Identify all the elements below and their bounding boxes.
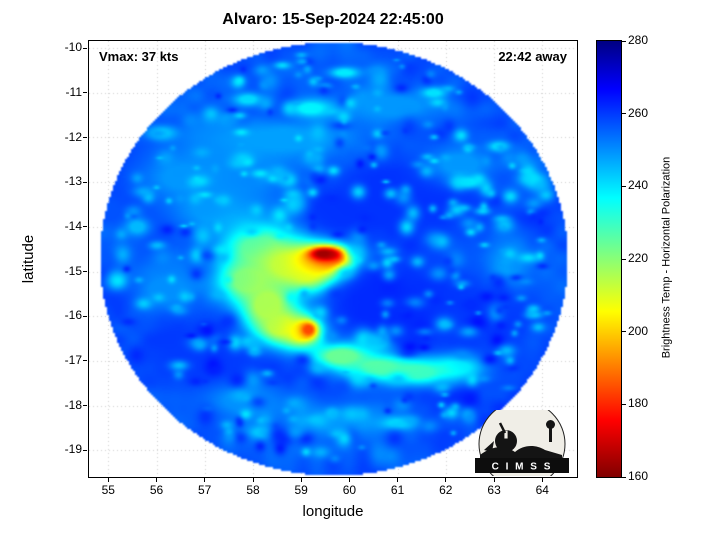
y-tick-label: -10 xyxy=(64,40,82,55)
y-tick-mark xyxy=(83,181,87,183)
logo-dome xyxy=(495,430,517,452)
y-tick-mark xyxy=(83,360,87,362)
time-away-annotation: 22:42 away xyxy=(498,49,567,64)
y-tick-mark xyxy=(83,47,87,49)
x-tick-label: 61 xyxy=(390,483,405,497)
colorbar-tick-label: 160 xyxy=(628,469,649,483)
x-tick-label: 56 xyxy=(149,483,164,497)
x-axis-label: longitude xyxy=(302,503,364,520)
logo-dish-icon xyxy=(484,441,494,452)
x-tick-mark xyxy=(204,478,206,482)
y-tick-label: -15 xyxy=(64,263,82,278)
x-tick-mark xyxy=(541,478,543,482)
plot-area: Vmax: 37 kts 22:42 away C I M S S xyxy=(88,40,578,478)
y-tick-label: -19 xyxy=(64,442,82,457)
x-tick-label: 63 xyxy=(487,483,501,497)
y-tick-mark xyxy=(83,92,87,94)
x-tick-label: 64 xyxy=(535,483,549,497)
colorbar-tick-mark xyxy=(622,40,626,42)
x-tick-label: 60 xyxy=(342,483,357,497)
y-tick-mark xyxy=(83,137,87,138)
logo-dome-slit xyxy=(504,430,508,439)
colorbar-gradient xyxy=(597,41,621,477)
y-tick-label: -13 xyxy=(64,174,82,189)
x-tick-mark xyxy=(397,478,399,482)
x-tick-mark xyxy=(252,478,254,482)
colorbar-tick-mark xyxy=(622,403,626,405)
x-tick-label: 62 xyxy=(439,483,453,497)
x-tick-label: 59 xyxy=(294,483,308,497)
logo-telescope xyxy=(498,422,507,434)
y-tick-mark xyxy=(83,226,87,228)
y-tick-label: -16 xyxy=(64,308,82,323)
colorbar-tick-mark xyxy=(622,185,626,187)
x-tick-mark xyxy=(445,478,447,482)
x-tick-label: 58 xyxy=(246,483,260,497)
colorbar xyxy=(596,40,622,478)
colorbar-tick-label: 220 xyxy=(628,251,649,265)
x-tick-label: 55 xyxy=(101,483,115,497)
y-tick-label: -11 xyxy=(65,84,82,99)
x-tick-label: 57 xyxy=(198,483,212,497)
x-tick-mark xyxy=(300,478,302,482)
plot-canvas xyxy=(89,41,577,477)
colorbar-tick-label: 260 xyxy=(628,105,649,120)
y-axis-label: latitude xyxy=(20,234,37,284)
vmax-annotation: Vmax: 37 kts xyxy=(99,49,179,64)
colorbar-tick-mark xyxy=(622,331,626,333)
colorbar-tick-mark xyxy=(622,476,626,478)
colorbar-tick-label: 180 xyxy=(628,396,649,411)
x-tick-mark xyxy=(348,478,350,482)
y-tick-mark xyxy=(83,315,87,317)
y-tick-label: -12 xyxy=(64,129,82,144)
colorbar-tick-label: 280 xyxy=(628,33,649,47)
colorbar-tick-mark xyxy=(622,258,626,260)
logo-text: C I M S S xyxy=(492,462,553,473)
y-tick-label: -17 xyxy=(64,352,82,367)
logo-banner xyxy=(475,458,569,473)
y-tick-label: -18 xyxy=(64,397,82,412)
cimss-logo: C I M S S xyxy=(475,410,569,476)
y-tick-mark xyxy=(83,449,87,451)
y-tick-label: -14 xyxy=(64,218,82,233)
x-tick-mark xyxy=(107,478,109,482)
colorbar-tick-mark xyxy=(622,113,626,115)
y-tick-mark xyxy=(83,405,87,406)
colorbar-tick-label: 240 xyxy=(628,178,649,193)
colorbar-tick-label: 200 xyxy=(628,323,649,338)
x-tick-mark xyxy=(493,478,495,482)
y-tick-mark xyxy=(83,271,87,272)
logo-tower-top xyxy=(546,420,555,429)
x-tick-mark xyxy=(156,478,157,482)
colorbar-label: Brightness Temp - Horizontal Polarizatio… xyxy=(660,156,673,359)
chart-title: Alvaro: 15-Sep-2024 22:45:00 xyxy=(222,11,444,28)
logo-tower xyxy=(549,428,552,442)
